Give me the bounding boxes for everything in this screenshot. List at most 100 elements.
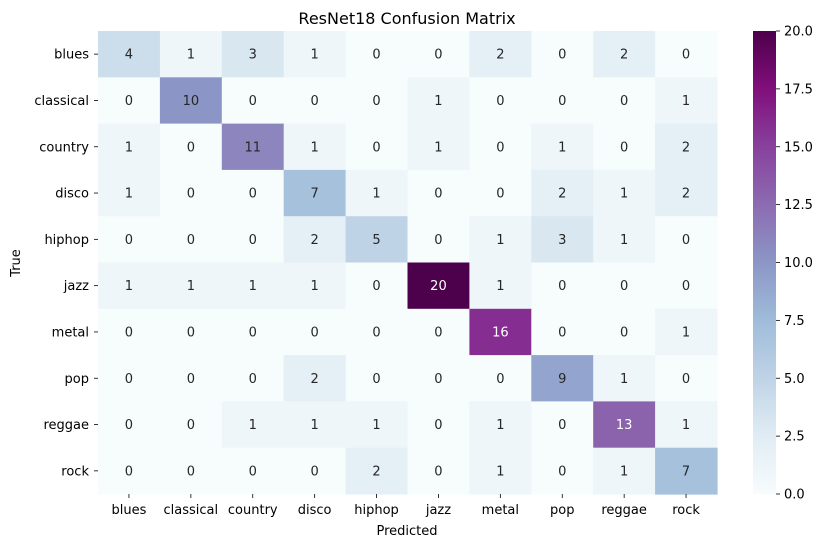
heatmap-cell bbox=[407, 355, 470, 402]
heatmap-cell bbox=[407, 169, 470, 217]
colorbar-tick-label: 10.0 bbox=[784, 256, 813, 271]
colorbar-tick-label: 20.0 bbox=[784, 25, 813, 40]
heatmap-cell bbox=[407, 401, 470, 449]
heatmap-cell bbox=[283, 355, 347, 402]
heatmap-cell bbox=[407, 308, 470, 356]
cell-value-label: 0 bbox=[187, 372, 195, 387]
heatmap-cell bbox=[531, 262, 594, 310]
cell-value-label: 7 bbox=[682, 464, 690, 479]
x-tick-label: pop bbox=[550, 503, 574, 518]
cell-value-label: 13 bbox=[616, 418, 633, 433]
y-tick-label: classical bbox=[34, 94, 89, 109]
cell-value-label: 2 bbox=[620, 48, 628, 63]
heatmap-cell bbox=[283, 447, 347, 495]
cell-annotations: 4 1 3 1 0 0 2 0 2 00 10 0 0 0 1 0 0 0 11 0 11 1 0 1 0 1 0 21 0 0 7 1 0 0 2… bbox=[125, 48, 690, 480]
heatmap-cell bbox=[469, 169, 532, 217]
heatmap-cell bbox=[531, 401, 594, 449]
heatmap-cell bbox=[593, 401, 656, 449]
cell-value-label: 1 bbox=[249, 279, 257, 294]
cell-value-label: 7 bbox=[311, 187, 319, 202]
cell-value-label: 1 bbox=[434, 140, 442, 155]
cell-value-label: 0 bbox=[125, 372, 133, 387]
cell-value-label: 0 bbox=[372, 372, 380, 387]
cell-value-label: 11 bbox=[244, 140, 261, 155]
cell-value-label: 0 bbox=[372, 325, 380, 340]
heatmap-cell bbox=[407, 31, 470, 78]
cell-value-label: 1 bbox=[620, 187, 628, 202]
colorbar-tick-label: 17.5 bbox=[784, 82, 813, 97]
heatmap-cell bbox=[159, 401, 223, 449]
cell-value-label: 0 bbox=[682, 233, 690, 248]
cell-value-label: 0 bbox=[496, 187, 504, 202]
y-tick-label: jazz bbox=[63, 279, 89, 294]
heatmap-cell bbox=[655, 31, 718, 78]
cell-value-label: 0 bbox=[620, 325, 628, 340]
heatmap-cell bbox=[98, 123, 161, 171]
heatmap-cell bbox=[159, 447, 223, 495]
cell-value-label: 0 bbox=[496, 94, 504, 109]
cell-value-label: 0 bbox=[682, 372, 690, 387]
cell-value-label: 0 bbox=[125, 94, 133, 109]
heatmap-cell bbox=[655, 262, 718, 310]
colorbar: 0.0 2.5 5.0 7.5 10.0 12.5 15.0 17.5 20.0 bbox=[753, 25, 813, 503]
cell-value-label: 0 bbox=[434, 48, 442, 63]
heatmap-cell bbox=[593, 447, 656, 495]
heatmap-cell bbox=[407, 447, 470, 495]
cell-value-label: 0 bbox=[249, 233, 257, 248]
colorbar-tick-label: 7.5 bbox=[784, 314, 805, 329]
colorbar-gradient bbox=[753, 31, 776, 494]
colorbar-tick-label: 5.0 bbox=[784, 372, 805, 387]
cell-value-label: 2 bbox=[682, 187, 690, 202]
cell-value-label: 2 bbox=[311, 233, 319, 248]
y-tick-label: hiphop bbox=[44, 233, 89, 248]
cell-value-label: 0 bbox=[620, 94, 628, 109]
cell-value-label: 0 bbox=[372, 48, 380, 63]
cell-value-label: 0 bbox=[558, 418, 566, 433]
colorbar-tick-label: 15.0 bbox=[784, 140, 813, 155]
heatmap-cell bbox=[98, 31, 161, 78]
cell-value-label: 1 bbox=[311, 279, 319, 294]
cell-value-label: 1 bbox=[372, 187, 380, 202]
cell-value-label: 1 bbox=[682, 325, 690, 340]
y-tick-label: metal bbox=[52, 325, 89, 340]
cell-value-label: 1 bbox=[620, 372, 628, 387]
heatmap-cell bbox=[345, 308, 409, 356]
heatmap-cell bbox=[531, 355, 594, 402]
heatmap-cell bbox=[593, 123, 656, 171]
cell-value-label: 0 bbox=[372, 140, 380, 155]
cell-value-label: 1 bbox=[187, 279, 195, 294]
cell-value-label: 1 bbox=[125, 187, 133, 202]
heatmap-cell bbox=[283, 169, 347, 217]
heatmap-cell bbox=[98, 77, 161, 125]
heatmap-cell bbox=[593, 169, 656, 217]
cell-value-label: 1 bbox=[125, 140, 133, 155]
heatmap-cell bbox=[98, 355, 161, 402]
x-tick-label: jazz bbox=[425, 503, 451, 518]
heatmap-cell bbox=[221, 169, 285, 217]
cell-value-label: 0 bbox=[558, 325, 566, 340]
heatmap-cell bbox=[345, 77, 409, 125]
y-tick-labels: blues classical country disco hiphop jazz meta… bbox=[34, 48, 98, 479]
cell-value-label: 0 bbox=[620, 140, 628, 155]
heatmap-cell bbox=[531, 31, 594, 78]
x-tick-label: rock bbox=[672, 503, 700, 518]
heatmap-cell bbox=[469, 355, 532, 402]
cell-value-label: 9 bbox=[558, 372, 566, 387]
heatmap-cell bbox=[655, 355, 718, 402]
heatmap-cell bbox=[283, 401, 347, 449]
cell-value-label: 2 bbox=[372, 464, 380, 479]
heatmap-cell bbox=[531, 123, 594, 171]
heatmap-cell bbox=[159, 77, 223, 125]
y-tick-label: pop bbox=[65, 372, 89, 387]
cell-value-label: 3 bbox=[558, 233, 566, 248]
heatmap-cell bbox=[221, 77, 285, 125]
cell-value-label: 0 bbox=[249, 187, 257, 202]
cell-value-label: 1 bbox=[496, 279, 504, 294]
cell-value-label: 0 bbox=[249, 94, 257, 109]
cell-value-label: 0 bbox=[372, 279, 380, 294]
x-tick-label: hiphop bbox=[354, 503, 399, 518]
heatmap-cell bbox=[531, 447, 594, 495]
cell-value-label: 1 bbox=[372, 418, 380, 433]
cell-value-label: 0 bbox=[187, 233, 195, 248]
heatmap-cell bbox=[655, 447, 718, 495]
